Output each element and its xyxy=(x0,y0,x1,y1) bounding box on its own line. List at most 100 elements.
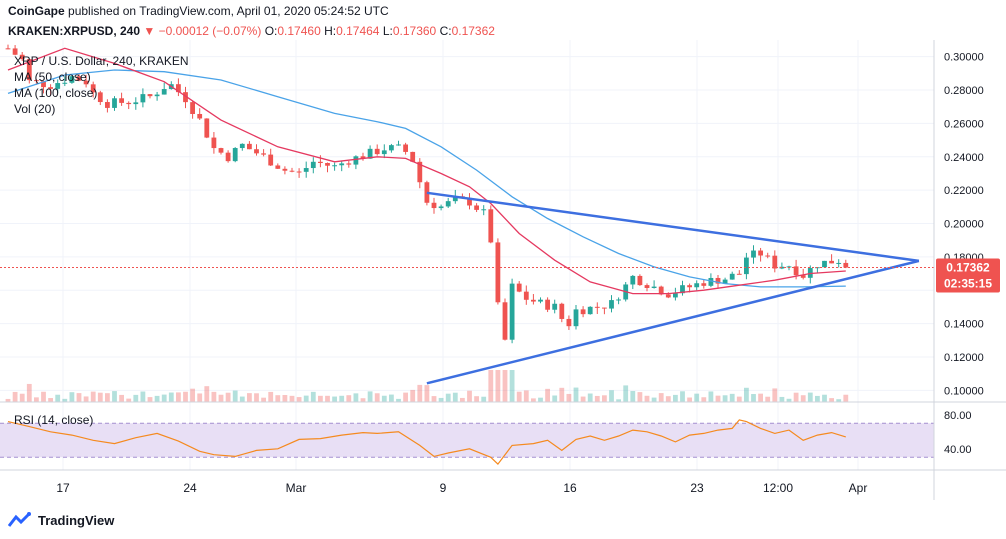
time-axis-labels: 17 24 Mar 9 16 23 12:00 Apr xyxy=(56,481,867,495)
volume-bar xyxy=(90,391,96,402)
volume-bar xyxy=(161,394,167,402)
candle-body xyxy=(197,113,203,119)
volume-bar xyxy=(318,395,323,402)
tradingview-logo[interactable]: TradingView xyxy=(8,512,114,528)
candle-body xyxy=(772,255,778,269)
symbol[interactable]: KRAKEN:XRPUSD, 240 xyxy=(8,24,141,38)
volume-bar xyxy=(602,395,607,402)
last-price-tag: 0.17362 02:35:15 xyxy=(936,258,1000,293)
volume-bar xyxy=(296,397,302,402)
volume-bar xyxy=(509,370,515,402)
candle-body xyxy=(644,285,650,288)
volume-bar xyxy=(687,397,692,402)
candle-body xyxy=(800,275,806,278)
volume-bar xyxy=(715,395,721,402)
candle-body xyxy=(161,89,167,95)
candle-body xyxy=(509,283,515,340)
candle-body xyxy=(332,165,337,167)
legend-ma50[interactable]: MA (50, close) xyxy=(14,70,91,84)
candle-body xyxy=(751,250,756,258)
volume-bars xyxy=(5,370,849,402)
volume-bar xyxy=(5,398,11,402)
candle-body xyxy=(126,102,132,105)
volume-bar xyxy=(119,394,124,402)
volume-bar xyxy=(268,391,274,402)
price-axis-label: 0.30000 xyxy=(944,52,984,64)
volume-bar xyxy=(531,398,536,402)
volume-bar xyxy=(204,386,210,402)
volume-bar xyxy=(616,399,621,402)
candle-body xyxy=(687,285,692,288)
last-price-value: 0.17362 xyxy=(946,261,990,275)
candle-body xyxy=(374,148,380,155)
volume-bar xyxy=(680,391,685,402)
volume-bar xyxy=(807,392,813,402)
volume-bar xyxy=(374,393,380,402)
candle-body xyxy=(360,156,366,159)
volume-bar xyxy=(275,395,281,402)
ohlc-low-label: L: xyxy=(382,24,393,38)
volume-bar xyxy=(552,395,558,402)
volume-bar xyxy=(438,397,444,402)
volume-bar xyxy=(367,391,373,402)
candle-body xyxy=(523,291,529,300)
candle-body xyxy=(616,299,621,301)
volume-bar xyxy=(26,383,32,402)
legend-volume[interactable]: Vol (20) xyxy=(14,102,56,116)
legend-title[interactable]: XRP / U.S. Dollar, 240, KRAKEN xyxy=(14,54,189,68)
candle-body xyxy=(594,306,600,308)
candle-body xyxy=(822,260,827,268)
volume-bar xyxy=(282,394,288,402)
publisher-name: CoinGape xyxy=(8,4,65,18)
volume-bar xyxy=(545,388,550,402)
volume-bar xyxy=(247,393,252,402)
volume-bar xyxy=(183,391,188,402)
volume-bar xyxy=(573,387,579,402)
price-axis-label: 0.12000 xyxy=(944,352,984,364)
candle-body xyxy=(48,87,53,89)
volume-bar xyxy=(261,397,266,402)
volume-bar xyxy=(538,397,543,402)
candle-body xyxy=(296,171,302,173)
rsi-axis-label: 40.00 xyxy=(944,444,972,456)
price-axis-label: 0.14000 xyxy=(944,319,984,331)
volume-bar xyxy=(254,393,259,402)
volume-bar xyxy=(381,395,387,402)
legend-ma100[interactable]: MA (100, close) xyxy=(14,86,98,100)
volume-bar xyxy=(147,397,153,402)
candle-body xyxy=(573,309,579,327)
candle-body xyxy=(417,161,423,183)
candle-body xyxy=(587,306,593,315)
candle-body xyxy=(651,286,657,288)
candle-body xyxy=(729,273,735,280)
candle-body xyxy=(239,143,245,149)
candle-body xyxy=(637,275,643,286)
candle-body xyxy=(552,303,558,310)
price-change: ▼ −0.00012 (−0.07%) xyxy=(143,24,262,38)
volume-bar xyxy=(822,394,827,402)
publish-text: published on TradingView.com, April 01, … xyxy=(68,4,389,18)
time-axis-label: 12:00 xyxy=(763,481,793,495)
volume-bar xyxy=(460,397,465,402)
volume-bar xyxy=(19,393,25,402)
candle-body xyxy=(282,168,288,171)
legend-rsi[interactable]: RSI (14, close) xyxy=(14,413,94,427)
volume-bar xyxy=(55,394,61,402)
price-axis-label: 0.10000 xyxy=(944,385,984,397)
candle-body xyxy=(531,299,536,302)
candle-body xyxy=(467,197,472,206)
volume-bar xyxy=(701,397,707,402)
volume-bar xyxy=(410,389,416,402)
time-axis-label: 16 xyxy=(563,481,577,495)
candle-body xyxy=(254,149,259,154)
volume-bar xyxy=(467,390,472,402)
volume-bar xyxy=(673,394,678,402)
price-axis-label: 0.22000 xyxy=(944,185,984,197)
candle-body xyxy=(765,255,771,257)
volume-bar xyxy=(772,388,778,402)
volume-bar xyxy=(516,391,522,402)
ohlc-low: 0.17360 xyxy=(392,24,437,38)
volume-bar xyxy=(211,391,217,402)
volume-bar xyxy=(353,393,359,402)
volume-bar xyxy=(303,395,309,402)
